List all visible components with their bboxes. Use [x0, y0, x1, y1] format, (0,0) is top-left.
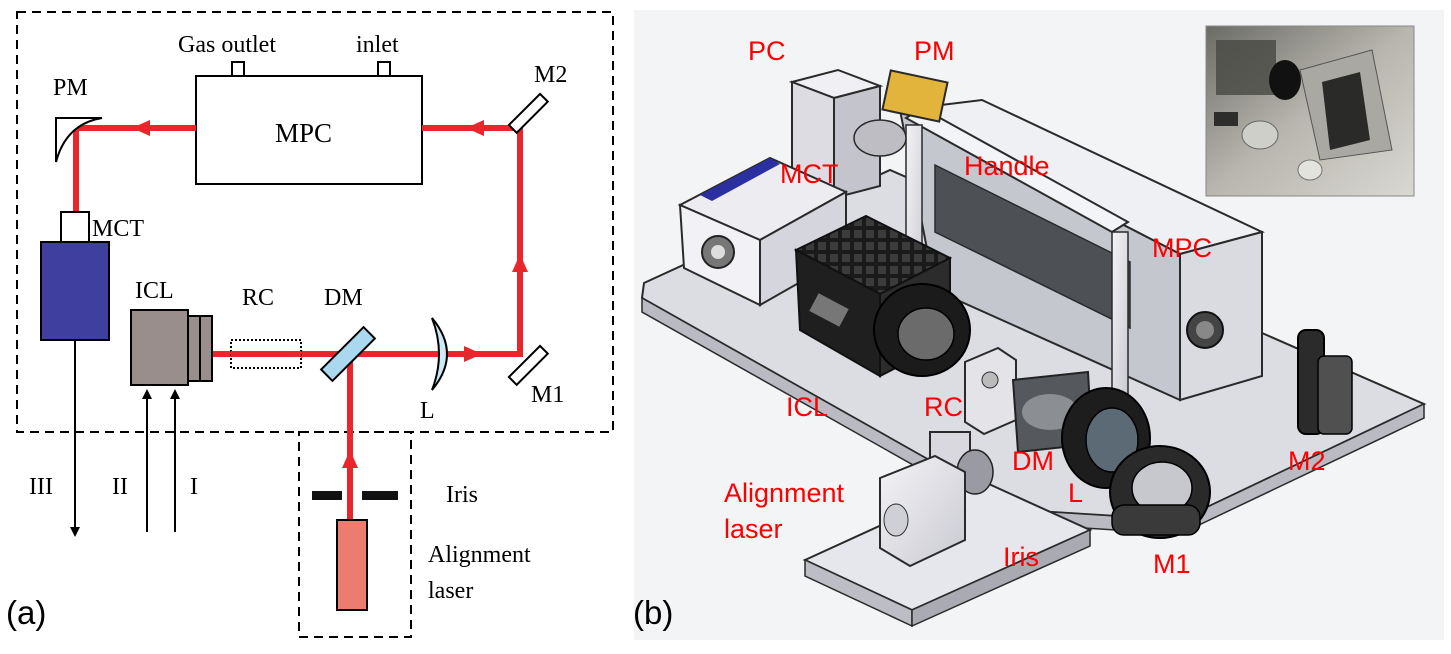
label-m2: M2	[534, 62, 567, 88]
label-b-rc: RC	[924, 392, 963, 422]
label-b-iris: Iris	[1003, 542, 1039, 572]
panel-a-schematic: Gas outlet inlet MPC PM M2 MCT ICL RC DM…	[6, 11, 614, 638]
icl-laser-window	[199, 315, 213, 382]
dm-dichroic-mirror	[319, 325, 377, 383]
rc-cell	[964, 346, 1017, 436]
label-b-pm: PM	[914, 36, 955, 66]
mpc-window	[934, 163, 1131, 330]
mct-detector-head	[60, 211, 90, 243]
icl-laser-body	[130, 309, 189, 386]
label-rc: RC	[242, 285, 274, 311]
label-m1: M1	[531, 382, 564, 408]
iris-aperture	[312, 491, 398, 500]
label-b-mpc: MPC	[1152, 233, 1212, 263]
gas-outlet-port	[231, 61, 245, 77]
handle-post-right	[1111, 231, 1129, 401]
label-iris: Iris	[446, 482, 478, 508]
label-mct: MCT	[92, 216, 144, 242]
panel-b-tag: (b)	[633, 594, 673, 631]
icl-laser-front	[187, 315, 201, 382]
panel-a-tag: (a)	[6, 594, 46, 631]
label-b-mct: MCT	[780, 159, 838, 189]
label-signal-ii: II	[112, 474, 128, 500]
pm-mirror-disc	[853, 119, 907, 157]
label-b-pc: PC	[748, 36, 786, 66]
pm-parabolic-mirror	[55, 117, 103, 163]
mct-detector-body	[40, 241, 110, 341]
m1-mount	[1109, 445, 1211, 539]
label-b-m2: M2	[1288, 446, 1326, 476]
label-b-m1: M1	[1153, 549, 1191, 579]
inset-photo	[1205, 25, 1415, 197]
label-signal-i: I	[190, 474, 198, 500]
m1-mirror	[507, 344, 550, 387]
gas-inlet-port	[377, 61, 391, 77]
mpc-cell	[195, 75, 423, 185]
pm-mount	[881, 69, 949, 123]
mpc-cell-end	[1179, 230, 1263, 402]
label-b-alignment-1: Alignment	[724, 478, 845, 508]
label-icl: ICL	[135, 278, 174, 304]
label-signal-iii: III	[29, 474, 53, 500]
alignment-laser-box	[879, 454, 966, 568]
label-b-dm: DM	[1012, 446, 1054, 476]
label-b-icl: ICL	[786, 392, 828, 422]
l-lens	[431, 317, 448, 391]
label-alignment-laser-2: laser	[428, 578, 473, 604]
label-b-alignment-2: laser	[724, 514, 783, 544]
label-alignment-laser-1: Alignment	[428, 542, 531, 568]
label-b-l: L	[1068, 478, 1083, 508]
label-l: L	[420, 398, 435, 424]
m2-mirror	[507, 92, 550, 135]
alignment-box-outline	[298, 431, 412, 638]
label-b-handle: Handle	[964, 151, 1050, 181]
label-dm: DM	[324, 285, 363, 311]
alignment-laser-body	[336, 519, 368, 611]
panel-b-render: PC PM MCT Handle MPC ICL RC DM L M1 M2 I…	[633, 10, 1444, 640]
label-pm: PM	[53, 75, 88, 101]
label-inlet: inlet	[356, 32, 399, 58]
m2-mount	[1297, 329, 1353, 435]
label-gas-outlet: Gas outlet	[178, 32, 276, 58]
label-mpc: MPC	[275, 118, 332, 148]
